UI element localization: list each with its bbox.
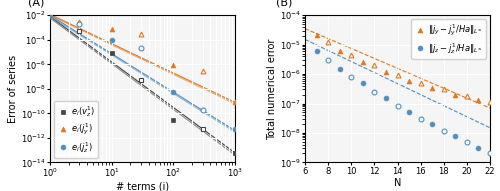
Legend: $e_i(v_z^1)$, $e_i(j_y^1)$, $e_i(j_z^1)$: $e_i(v_z^1)$, $e_i(j_y^1)$, $e_i(j_z^1)$ <box>54 101 98 158</box>
$\|j_z - j_z^1/Ha\|_{L^\infty}$ <box>337 68 343 70</box>
Line: $\|j_z - j_z^1/Ha\|_{L^\infty}$: $\|j_z - j_z^1/Ha\|_{L^\infty}$ <box>314 49 481 151</box>
$\|j_y - j_y^1/Ha\|_{L^\infty}$ <box>383 71 389 73</box>
$\|j_z - j_z^1/Ha\|_{L^\infty}$ <box>314 50 320 52</box>
$\|j_z - j_z^1/Ha\|_{L^\infty}$ <box>406 111 412 113</box>
$e_i(j_y^1)$ <box>170 64 176 67</box>
$e_i(j_z^1)$ <box>170 90 176 93</box>
Line: $e_i(v_z^1)$: $e_i(v_z^1)$ <box>48 14 238 155</box>
$\|j_z - j_z^1/Ha\|_{L^\infty}$ <box>476 147 482 150</box>
$\|j_y - j_y^1/Ha\|_{L^\infty}$ <box>337 50 343 52</box>
Line: $e_i(j_y^1)$: $e_i(j_y^1)$ <box>48 14 238 105</box>
Legend: $\|j_y - j_y^1/Ha\|_{L^\infty}$, $\|j_z - j_z^1/Ha\|_{L^\infty}$: $\|j_y - j_y^1/Ha\|_{L^\infty}$, $\|j_z … <box>411 19 486 59</box>
$e_i(j_y^1)$ <box>232 101 238 103</box>
Line: $e_i(j_z^1)$: $e_i(j_z^1)$ <box>48 14 238 132</box>
$e_i(v_z^1)$ <box>108 52 114 54</box>
$\|j_z - j_z^1/Ha\|_{L^\infty}$ <box>383 97 389 100</box>
X-axis label: N: N <box>394 178 402 188</box>
$\|j_z - j_z^1/Ha\|_{L^\infty}$ <box>360 82 366 84</box>
$e_i(j_z^1)$ <box>47 15 53 18</box>
$\|j_y - j_y^1/Ha\|_{L^\infty}$ <box>314 33 320 36</box>
Line: $\|j_y - j_y^1/Ha\|_{L^\infty}$: $\|j_y - j_y^1/Ha\|_{L^\infty}$ <box>314 32 481 103</box>
$\|j_z - j_z^1/Ha\|_{L^\infty}$ <box>452 135 458 137</box>
Text: (A): (A) <box>28 0 44 8</box>
$\|j_y - j_y^1/Ha\|_{L^\infty}$ <box>406 79 412 82</box>
$e_i(v_z^1)$ <box>232 152 238 154</box>
$e_i(j_y^1)$ <box>47 15 53 18</box>
$e_i(j_z^1)$ <box>232 128 238 130</box>
$\|j_y - j_y^1/Ha\|_{L^\infty}$ <box>360 61 366 64</box>
$\|j_z - j_z^1/Ha\|_{L^\infty}$ <box>429 123 435 125</box>
X-axis label: # terms (i): # terms (i) <box>116 182 169 191</box>
$e_i(v_z^1)$ <box>47 15 53 18</box>
$\|j_y - j_y^1/Ha\|_{L^\infty}$ <box>476 99 482 101</box>
$\|j_y - j_y^1/Ha\|_{L^\infty}$ <box>429 86 435 89</box>
Y-axis label: Total numerical error: Total numerical error <box>267 38 277 139</box>
$\|j_y - j_y^1/Ha\|_{L^\infty}$ <box>452 94 458 96</box>
Y-axis label: Error of series: Error of series <box>8 55 18 123</box>
Text: (B): (B) <box>276 0 292 8</box>
$e_i(j_z^1)$ <box>108 39 114 41</box>
$e_i(v_z^1)$ <box>170 119 176 121</box>
$e_i(j_y^1)$ <box>108 28 114 30</box>
